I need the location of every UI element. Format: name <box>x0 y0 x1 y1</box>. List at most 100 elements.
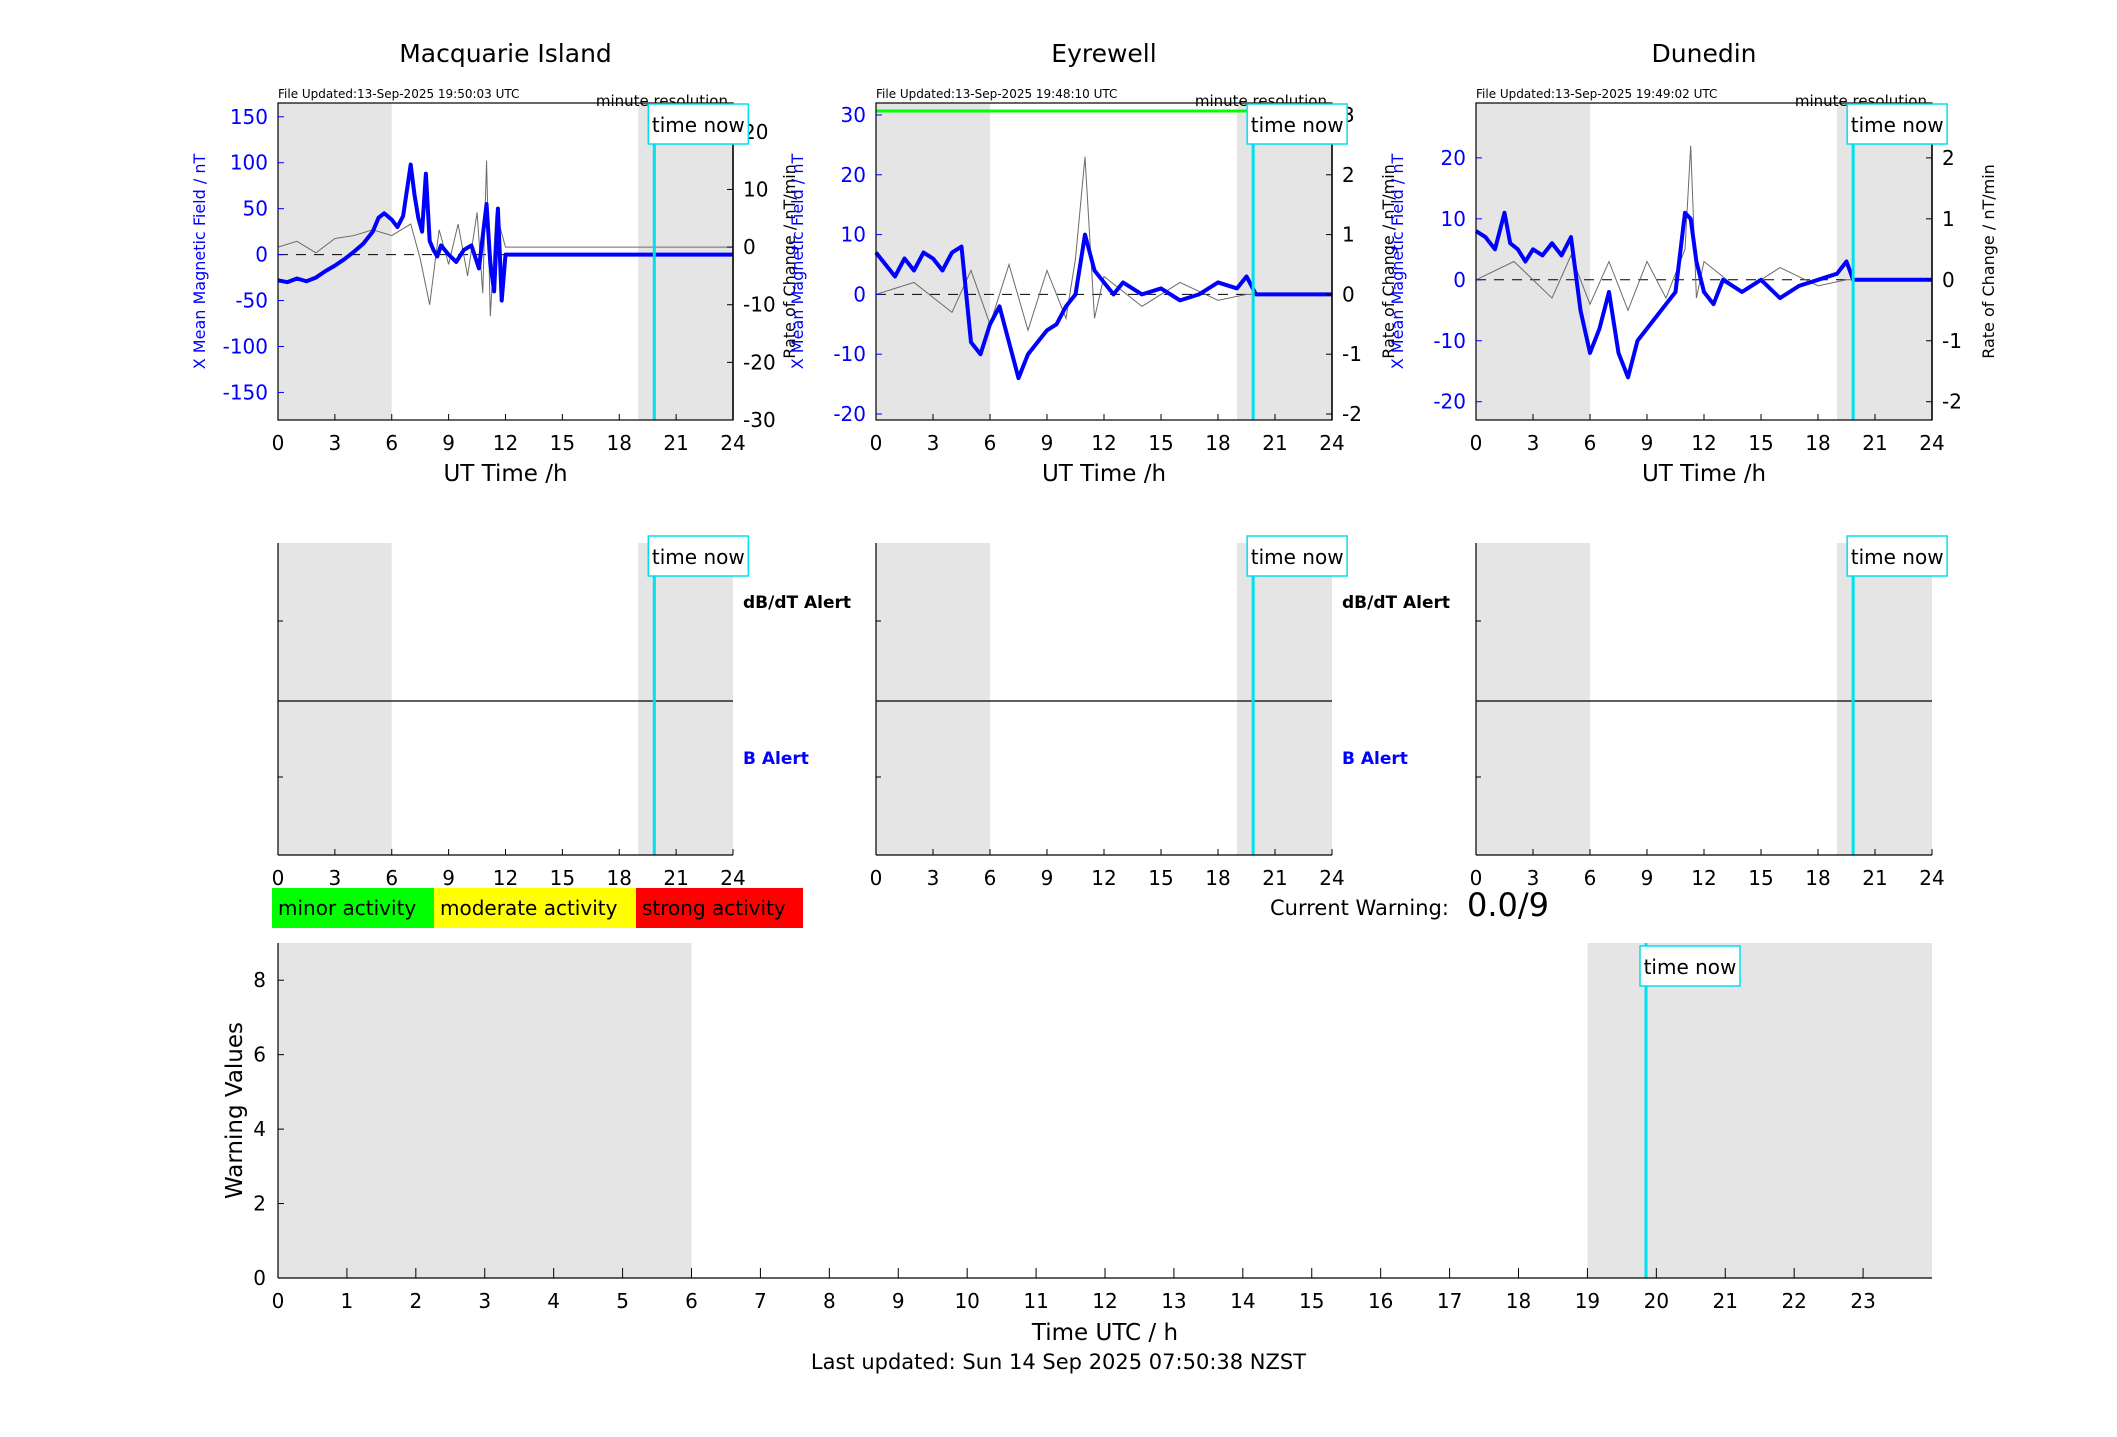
panel-3-ytick-right-label--2: -2 <box>1942 390 1962 414</box>
panel-3-ytick-right-label--1: -1 <box>1942 329 1962 353</box>
panel-2-now-label: time now <box>1251 113 1344 137</box>
panel-1-ytick-left-label-100: 100 <box>230 151 268 175</box>
panel-1-ytick-right-label--10: -10 <box>743 293 776 317</box>
panel-1-ytick-left-label-0: 0 <box>255 243 268 267</box>
panel-1-xtick-label-0: 0 <box>272 431 285 455</box>
panel-1-xtick-label-12: 12 <box>493 431 518 455</box>
warning-xtick-label-4: 4 <box>547 1289 560 1313</box>
warning-xlabel: Time UTC / h <box>1031 1320 1178 1346</box>
warning-xtick-label-18: 18 <box>1506 1289 1531 1313</box>
warning-xtick-label-15: 15 <box>1299 1289 1324 1313</box>
warning-ytick-label-0: 0 <box>253 1266 266 1290</box>
alert-3-xtick-label-24: 24 <box>1919 866 1944 890</box>
alert-1-shade-1 <box>638 543 733 855</box>
panel-3-shade-0 <box>1476 103 1590 420</box>
panel-3-ylabel-right: Rate of Change / nT/min <box>1979 164 1998 359</box>
current-warning-value: 0.0/9 <box>1467 886 1550 924</box>
panel-1-xtick-label-6: 6 <box>385 431 398 455</box>
panel-3-field-series <box>1474 210 1932 380</box>
panel-3-xtick-label-15: 15 <box>1748 431 1773 455</box>
panel-1-shade-1 <box>638 103 733 420</box>
panel-2-xtick-label-18: 18 <box>1205 431 1230 455</box>
warning-xtick-label-12: 12 <box>1092 1289 1117 1313</box>
alert-3-xtick-label-15: 15 <box>1748 866 1773 890</box>
warning-ylabel: Warning Values <box>222 1022 248 1199</box>
panel-2-shade-1 <box>1237 103 1332 420</box>
legend-minor-activity: minor activity <box>272 888 434 928</box>
panel-3-ytick-left-label--10: -10 <box>1433 329 1466 353</box>
alert-1-xtick-label-21: 21 <box>663 866 688 890</box>
alert-3-now-label: time now <box>1851 545 1944 569</box>
warning-xtick-label-17: 17 <box>1437 1289 1462 1313</box>
alert-2-xtick-label-21: 21 <box>1262 866 1287 890</box>
warning-shade-1 <box>1587 943 1932 1278</box>
warning-xtick-label-3: 3 <box>478 1289 491 1313</box>
warning-xtick-label-16: 16 <box>1368 1289 1393 1313</box>
panel-1-ytick-left-label--150: -150 <box>223 380 268 404</box>
panel-2-ytick-right-label-0: 0 <box>1342 282 1355 306</box>
panel-2-xtick-label-24: 24 <box>1319 431 1344 455</box>
panel-2-field-series <box>874 232 1332 381</box>
warning-xtick-label-6: 6 <box>685 1289 698 1313</box>
alert-2-xtick-label-15: 15 <box>1148 866 1173 890</box>
alert-2-xtick-label-24: 24 <box>1319 866 1344 890</box>
panel-2-ytick-left-label-10: 10 <box>841 223 866 247</box>
alert-2-xtick-label-6: 6 <box>984 866 997 890</box>
warning-xtick-label-19: 19 <box>1575 1289 1600 1313</box>
panel-1-xtick-label-15: 15 <box>550 431 575 455</box>
alert-2-shade-0 <box>876 543 990 855</box>
alert-1-xtick-label-6: 6 <box>385 866 398 890</box>
panel-1-xtick-label-24: 24 <box>720 431 745 455</box>
panel-1-xtick-label-9: 9 <box>442 431 455 455</box>
alert-1-dbdt-label: dB/dT Alert <box>743 593 851 613</box>
panel-3-ytick-right-label-2: 2 <box>1942 146 1955 170</box>
warning-ytick-label-6: 6 <box>253 1043 266 1067</box>
alert-1-xtick-label-12: 12 <box>493 866 518 890</box>
warning-xtick-label-14: 14 <box>1230 1289 1255 1313</box>
panel-1-xtick-label-21: 21 <box>663 431 688 455</box>
legend-strong-activity: strong activity <box>636 888 803 928</box>
panel-1-ytick-right-label-0: 0 <box>743 235 756 259</box>
panel-2-xtick-label-15: 15 <box>1148 431 1173 455</box>
panel-2-file-updated: File Updated:13-Sep-2025 19:48:10 UTC <box>876 87 1117 101</box>
alert-1-xtick-label-3: 3 <box>329 866 342 890</box>
alert-3-xtick-label-6: 6 <box>1584 866 1597 890</box>
panel-3-ytick-right-label-1: 1 <box>1942 207 1955 231</box>
panel-2-ytick-right-label-1: 1 <box>1342 223 1355 247</box>
panel-2-xtick-label-6: 6 <box>984 431 997 455</box>
panel-2-ytick-right-label-2: 2 <box>1342 163 1355 187</box>
warning-xtick-label-8: 8 <box>823 1289 836 1313</box>
warning-xtick-label-0: 0 <box>272 1289 285 1313</box>
alert-2-now-label: time now <box>1251 545 1344 569</box>
panel-1-ylabel-left: X Mean Magnetic Field / nT <box>190 154 209 370</box>
panel-1-now-label: time now <box>652 113 745 137</box>
panel-2-ylabel-right: Rate of Change / nT/min <box>1379 164 1398 359</box>
alert-1-shade-0 <box>278 543 392 855</box>
panel-3-file-updated: File Updated:13-Sep-2025 19:49:02 UTC <box>1476 87 1717 101</box>
alert-3-xtick-label-0: 0 <box>1470 866 1483 890</box>
panel-1-ytick-right-label-10: 10 <box>743 177 768 201</box>
warning-xtick-label-23: 23 <box>1850 1289 1875 1313</box>
panel-1-xtick-label-3: 3 <box>329 431 342 455</box>
alert-1-xtick-label-9: 9 <box>442 866 455 890</box>
panel-2-ytick-left-label--20: -20 <box>833 402 866 426</box>
panel-2-ytick-right-label--2: -2 <box>1342 402 1362 426</box>
alert-2-dbdt-label: dB/dT Alert <box>1342 593 1450 613</box>
alert-3-now-box <box>1846 535 1948 577</box>
alert-3-xtick-label-3: 3 <box>1527 866 1540 890</box>
warning-ytick-label-2: 2 <box>253 1192 266 1216</box>
panel-3-ytick-left-label-10: 10 <box>1441 207 1466 231</box>
panel-3-now-label: time now <box>1851 113 1944 137</box>
alert-2-b-label: B Alert <box>1342 749 1408 769</box>
panel-3-ytick-left-label--20: -20 <box>1433 390 1466 414</box>
alert-2-xtick-label-3: 3 <box>927 866 940 890</box>
warning-xtick-label-10: 10 <box>954 1289 979 1313</box>
warning-now-box <box>1639 945 1741 987</box>
panel-3-xtick-label-0: 0 <box>1470 431 1483 455</box>
alert-2-xtick-label-18: 18 <box>1205 866 1230 890</box>
alert-3-xtick-label-18: 18 <box>1805 866 1830 890</box>
panel-3-xtick-label-18: 18 <box>1805 431 1830 455</box>
alert-1-xtick-label-18: 18 <box>607 866 632 890</box>
alert-3-xtick-label-9: 9 <box>1641 866 1654 890</box>
